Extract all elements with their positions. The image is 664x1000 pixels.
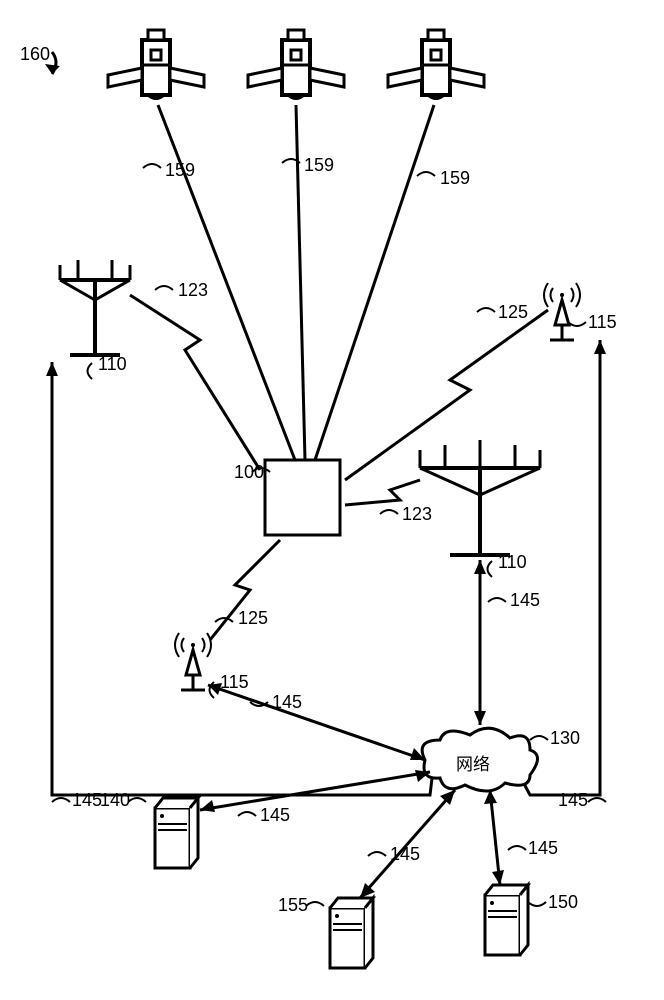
label-159: 159	[304, 155, 334, 176]
label-159: 159	[440, 168, 470, 189]
macro-tower-left	[60, 260, 130, 355]
label-155: 155	[278, 895, 308, 916]
label-145: 145	[510, 590, 540, 611]
server-b	[485, 885, 528, 955]
label-115: 115	[220, 672, 249, 693]
small-cell-right	[544, 283, 580, 340]
network-text: 网络	[456, 750, 490, 775]
label-145: 145	[260, 805, 290, 826]
arrowhead	[594, 340, 606, 354]
satellite-3	[388, 30, 484, 99]
radio-link	[345, 480, 420, 505]
label-145: 145	[390, 844, 420, 865]
backhaul-link	[208, 685, 425, 760]
label-145: 145	[558, 790, 588, 811]
label-123: 123	[402, 504, 432, 525]
arrowhead	[45, 64, 60, 74]
small-cell-left	[175, 633, 211, 690]
satellite-2	[248, 30, 344, 99]
label-160: 160	[20, 44, 50, 65]
label-145: 145	[528, 838, 558, 859]
macro-tower-right	[420, 440, 540, 555]
server-c	[330, 898, 373, 968]
diagram-svg	[0, 0, 664, 1000]
edge-path	[522, 340, 600, 795]
label-115: 115	[588, 312, 617, 333]
label-100: 100	[234, 462, 264, 483]
label-130: 130	[550, 728, 580, 749]
label-110: 110	[498, 552, 527, 573]
server-a	[155, 798, 198, 868]
label-159: 159	[165, 160, 195, 181]
label-140: 140	[100, 790, 130, 811]
label-150: 150	[548, 892, 578, 913]
label-125: 125	[238, 608, 268, 629]
label-125: 125	[498, 302, 528, 323]
ue-device	[265, 460, 340, 535]
satellite-1	[108, 30, 204, 99]
diagram-canvas: 160 159 159 159 123 123 125 125 110 110 …	[0, 0, 664, 1000]
label-123: 123	[178, 280, 208, 301]
label-145: 145	[272, 692, 302, 713]
label-145: 145	[72, 790, 102, 811]
arrowhead	[46, 362, 58, 376]
label-110: 110	[98, 354, 127, 375]
